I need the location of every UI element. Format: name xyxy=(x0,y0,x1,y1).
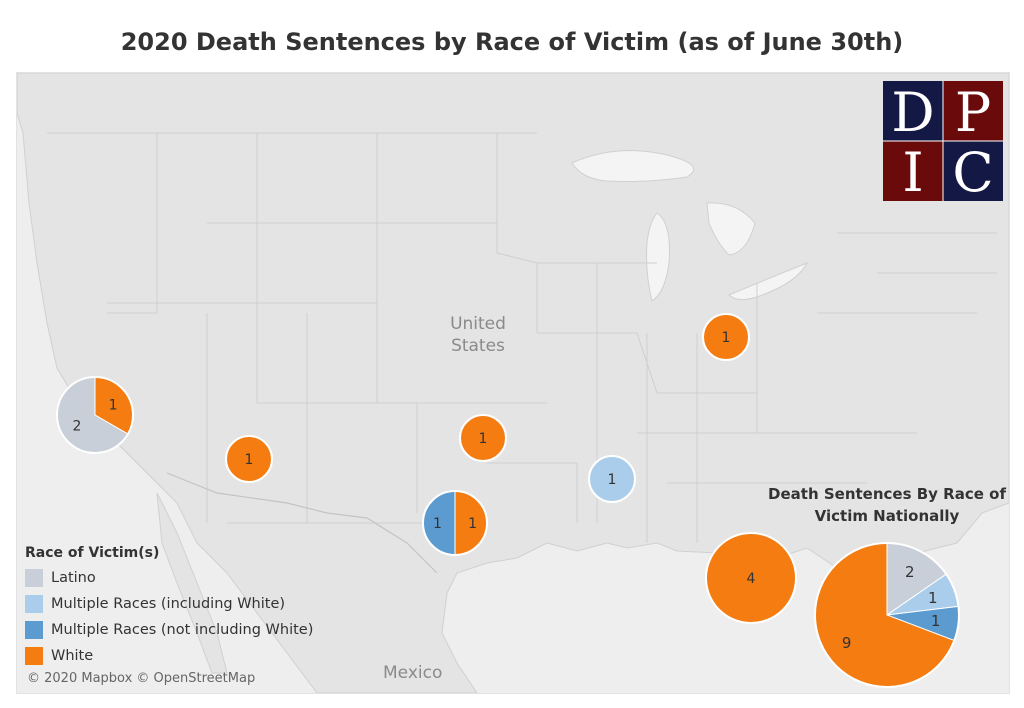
marker-california[interactable]: 12 xyxy=(56,376,134,454)
marker-california-label-white: 1 xyxy=(109,397,118,413)
logo-cell-c xyxy=(943,141,1003,201)
legend-label: White xyxy=(51,648,94,664)
marker-oklahoma-outline xyxy=(459,414,507,462)
legend-item-latino[interactable]: Latino xyxy=(25,565,313,591)
marker-texas[interactable]: 11 xyxy=(422,490,488,556)
marker-ohio[interactable]: 1 xyxy=(702,313,750,361)
marker-mississippi-outline xyxy=(588,455,636,503)
legend-title: Race of Victim(s) xyxy=(25,545,160,561)
marker-mississippi[interactable]: 1 xyxy=(588,455,636,503)
marker-oklahoma[interactable]: 1 xyxy=(459,414,507,462)
legend-item-multiple-incl-white[interactable]: Multiple Races (including White) xyxy=(25,591,313,617)
map-attribution[interactable]: © 2020 Mapbox © OpenStreetMap xyxy=(27,671,256,686)
chart-title: 2020 Death Sentences by Race of Victim (… xyxy=(120,28,904,56)
country-label-us: United States xyxy=(450,314,506,356)
lake-michigan xyxy=(646,212,670,302)
legend-swatch xyxy=(25,595,43,613)
logo-letter-d: D xyxy=(891,81,934,144)
national-pie-title: Death Sentences By Race of Victim Nation… xyxy=(768,485,1006,525)
legend-item-white[interactable]: White xyxy=(25,643,313,669)
dpic-logo: D P I C xyxy=(883,81,1003,201)
legend-swatch xyxy=(25,621,43,639)
marker-mississippi-label-multiple-races-including-white: 1 xyxy=(608,472,617,488)
logo-letter-i: I xyxy=(902,141,923,201)
marker-florida[interactable]: 4 xyxy=(705,532,797,624)
legend-swatch xyxy=(25,569,43,587)
logo-cell-i xyxy=(883,141,943,201)
legend-label: Multiple Races (not including White) xyxy=(51,622,314,638)
lake-erie xyxy=(728,262,809,301)
lake-huron xyxy=(706,202,756,256)
marker-arizona[interactable]: 1 xyxy=(225,435,273,483)
legend-item-multiple-not-incl-white[interactable]: Multiple Races (not including White) xyxy=(25,617,313,643)
marker-texas-label-multiple-races-not-including-white: 1 xyxy=(433,516,442,532)
marker-florida-label-white: 4 xyxy=(747,571,756,587)
logo-cell-d xyxy=(883,81,943,141)
marker-california-label-latino: 2 xyxy=(72,418,81,434)
legend-swatch xyxy=(25,647,43,665)
marker-texas-outline xyxy=(422,490,488,556)
legend-label: Multiple Races (including White) xyxy=(51,596,286,612)
marker-ohio-outline xyxy=(702,313,750,361)
map[interactable]: United States Mexico © 2020 Mapbox © Ope… xyxy=(16,72,1010,694)
marker-arizona-label-white: 1 xyxy=(245,452,254,468)
marker-ohio-label-white: 1 xyxy=(722,330,731,346)
lake-superior xyxy=(571,150,695,182)
map-markers: 12 1 1 11 1 1 4 xyxy=(56,313,797,624)
logo-letter-p: P xyxy=(955,81,991,144)
legend: Race of Victim(s) Latino Multiple Races … xyxy=(25,545,313,669)
marker-oklahoma-label-white: 1 xyxy=(479,431,488,447)
marker-california-outline xyxy=(56,376,134,454)
state-borders xyxy=(47,132,997,543)
baja-peninsula xyxy=(156,492,228,674)
country-label-mexico: Mexico xyxy=(383,663,443,683)
marker-florida-outline xyxy=(705,532,797,624)
logo-cell-p xyxy=(943,81,1003,141)
marker-texas-label-white: 1 xyxy=(468,516,477,532)
logo-letter-c: C xyxy=(952,141,993,201)
marker-arizona-outline xyxy=(225,435,273,483)
legend-label: Latino xyxy=(51,570,96,586)
us-mexico-border xyxy=(166,472,438,574)
